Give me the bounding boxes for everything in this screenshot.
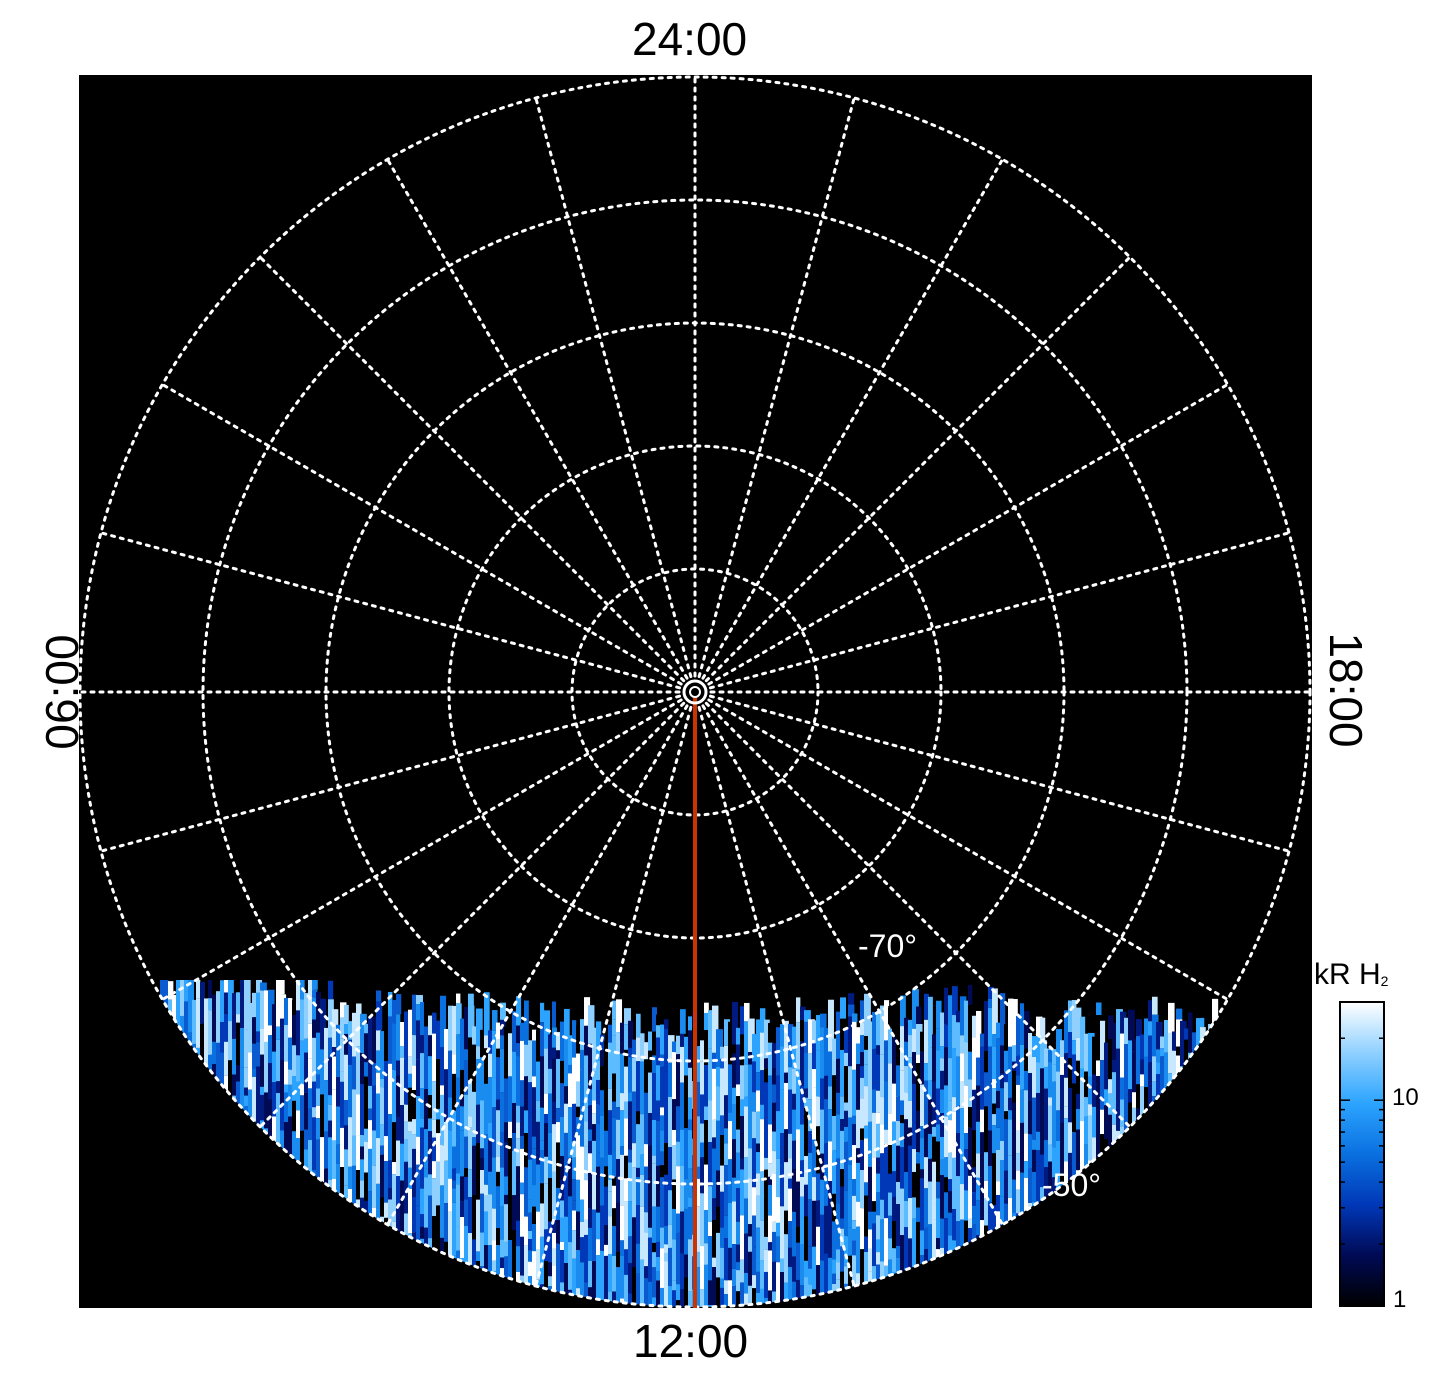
meridian-line — [534, 96, 693, 679]
meridian-line — [704, 701, 1132, 1129]
colorbar-tick-label-10: 10 — [1392, 1084, 1419, 1111]
meridian-line — [534, 705, 693, 1288]
colorbar — [1339, 1001, 1385, 1307]
meridian-line — [704, 255, 1132, 683]
meridian-line — [99, 694, 682, 853]
meridian-line — [386, 704, 689, 1227]
meridian-line — [708, 694, 1291, 853]
meridian-line — [258, 701, 686, 1129]
meridian-line — [697, 96, 856, 679]
pole-marker-inner — [689, 686, 701, 698]
local-time-label-top: 24:00 — [632, 13, 748, 65]
colorbar-tick-label-1: 1 — [1393, 1286, 1407, 1313]
meridian-line — [258, 255, 686, 683]
meridian-line — [99, 531, 682, 690]
meridian-line — [701, 157, 1004, 680]
colorbar-minor-ticks — [1340, 1001, 1384, 1307]
meridian-line — [707, 383, 1230, 686]
meridian-line — [160, 383, 683, 686]
local-time-label-bottom: 12:00 — [633, 1315, 749, 1367]
meridian-line — [697, 705, 856, 1288]
meridian-line — [708, 531, 1291, 690]
pole-marker-outer — [682, 679, 708, 705]
meridian-line — [160, 698, 683, 1001]
colorbar-title: kR H2 — [1314, 958, 1389, 991]
meridian-line — [701, 704, 1004, 1227]
latitude-label-50: -50° — [1042, 1167, 1101, 1203]
meridian-line — [707, 698, 1230, 1001]
meridian-line — [386, 157, 689, 680]
latitude-label-70: -70° — [858, 928, 917, 964]
